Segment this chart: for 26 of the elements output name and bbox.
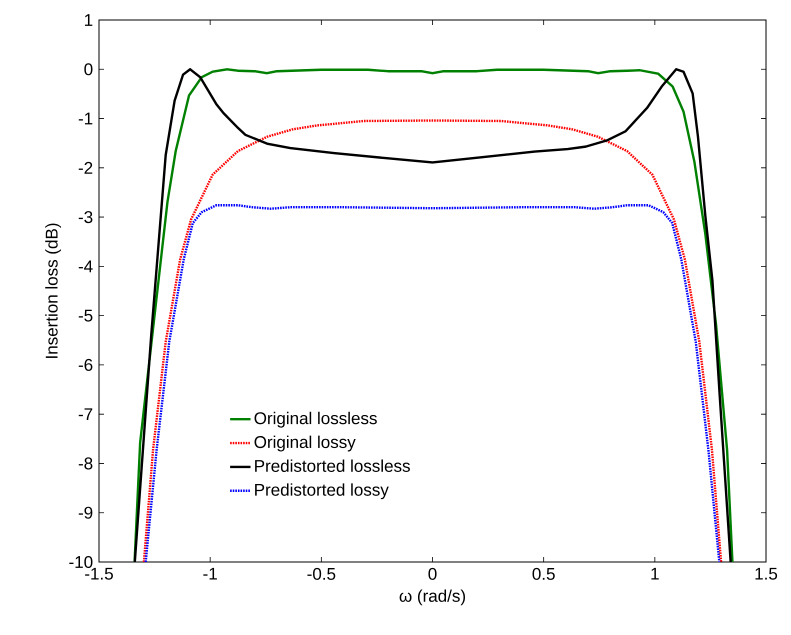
y-tick-label: -9 xyxy=(78,506,92,519)
y-tick-label: -8 xyxy=(78,457,92,470)
y-axis-title: Insertion loss (dB) xyxy=(45,224,62,358)
y-tick-label: 0 xyxy=(84,63,92,76)
line-series xyxy=(144,204,721,562)
y-tick-label: -6 xyxy=(78,358,92,371)
x-tick-label: 1.5 xyxy=(755,568,778,580)
x-tick-label: -0.5 xyxy=(307,568,336,580)
x-tick-label: -1.5 xyxy=(85,568,113,580)
y-tick-label: -3 xyxy=(78,211,92,224)
legend-label: Original lossy xyxy=(254,436,356,452)
y-tick-label: -4 xyxy=(78,260,93,272)
legend-label: Predistorted lossless xyxy=(255,459,410,472)
y-tick-label: -10 xyxy=(69,556,92,568)
y-tick-label: -2 xyxy=(78,162,92,174)
x-tick-label: -1 xyxy=(203,568,217,580)
x-tick-label: 0.5 xyxy=(532,568,555,580)
y-tick-label: 1 xyxy=(84,14,92,26)
y-tick-label: -1 xyxy=(78,112,92,124)
x-axis-title: ω (rad/s) xyxy=(400,589,465,606)
y-tick-label: -7 xyxy=(78,408,92,420)
legend-label: Predistorted lossy xyxy=(255,483,389,500)
legend-label: Original lossless xyxy=(254,412,377,428)
y-tick-label: -5 xyxy=(78,310,92,322)
x-tick-label: 1 xyxy=(651,568,659,580)
x-tick-label: 0 xyxy=(428,568,437,580)
